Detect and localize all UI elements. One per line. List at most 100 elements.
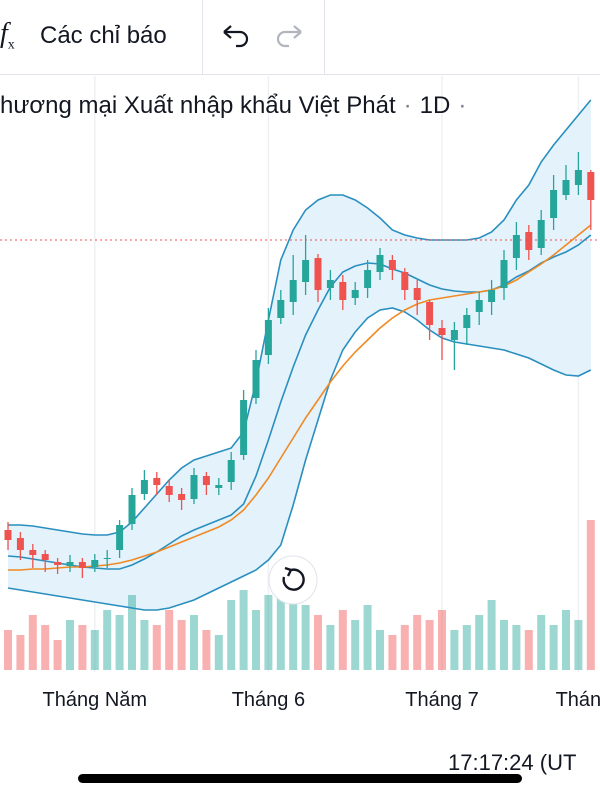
- symbol-title: hương mại Xuất nhập khẩu Việt Phát · 1D ·: [0, 92, 467, 119]
- fx-icon[interactable]: fx: [0, 18, 15, 53]
- candle-body: [302, 260, 310, 282]
- volume-bar: [4, 630, 12, 670]
- candle-body: [16, 538, 24, 550]
- candle-body: [190, 475, 198, 499]
- candle-body: [450, 330, 458, 340]
- volume-bar: [425, 620, 434, 670]
- toolbar: fx Các chỉ báo: [0, 0, 600, 75]
- volume-bar: [450, 630, 459, 670]
- candle-body: [587, 172, 595, 200]
- candle-body: [29, 550, 37, 555]
- indicators-button[interactable]: Các chỉ báo: [40, 22, 167, 49]
- candle-body: [413, 288, 421, 300]
- x-tick-label: Tháng Năm: [43, 689, 148, 711]
- volume-bar: [289, 600, 298, 670]
- volume-bar: [475, 615, 484, 670]
- indicator-line: [8, 99, 592, 536]
- reset-icon: [282, 566, 305, 591]
- volume-bar: [500, 620, 508, 670]
- candle-body: [128, 495, 136, 524]
- volume-bar: [326, 625, 335, 670]
- volume-bar: [400, 625, 409, 670]
- candle-body: [401, 272, 409, 290]
- volume-bar: [190, 615, 198, 670]
- candle-body: [215, 485, 223, 488]
- candle-body: [153, 478, 161, 485]
- volume-bar: [140, 620, 149, 670]
- volume-bar: [78, 625, 87, 670]
- candle-body: [165, 486, 173, 495]
- volume-bar: [351, 620, 360, 670]
- volume-bar: [524, 630, 533, 670]
- volume-bar: [376, 630, 384, 670]
- candle-body: [550, 190, 558, 218]
- x-tick-label: Tháng 6: [232, 689, 305, 711]
- volume-bar: [338, 610, 347, 670]
- volume-bar: [28, 615, 37, 670]
- volume-bar: [363, 605, 372, 670]
- volume-bar: [301, 605, 310, 670]
- volume-bar: [214, 635, 223, 670]
- candle-body: [264, 320, 272, 355]
- divider: [324, 0, 325, 74]
- candle-body: [202, 476, 210, 485]
- redo-button[interactable]: [275, 22, 305, 52]
- volume-bar: [574, 620, 583, 670]
- candle-body: [54, 562, 62, 565]
- candle-body: [475, 300, 483, 312]
- candle-body: [376, 255, 384, 272]
- volume-bar: [512, 625, 521, 670]
- candle-body: [500, 260, 508, 288]
- candle-body: [364, 270, 372, 288]
- volume-bar: [90, 630, 99, 670]
- candle-body: [351, 290, 359, 298]
- volume-bar: [66, 620, 74, 670]
- candle-body: [426, 302, 434, 325]
- candle-body: [314, 258, 322, 290]
- volume-bar: [239, 590, 248, 670]
- band-fill: [8, 100, 591, 610]
- chart: Tháng Năm Tháng 6 Tháng 7 Thán: [0, 76, 600, 711]
- candle-body: [103, 558, 111, 559]
- volume-bar: [276, 585, 285, 670]
- reset-button[interactable]: [268, 555, 318, 605]
- candle-body: [178, 494, 186, 500]
- candle-body: [140, 480, 148, 494]
- clock: 17:17:24 (UT: [448, 750, 577, 775]
- candle-body: [4, 530, 12, 540]
- volume-bar: [165, 610, 174, 670]
- candle-body: [488, 290, 496, 302]
- home-indicator: [78, 774, 522, 783]
- volume-bar: [177, 620, 186, 670]
- candle-body: [326, 280, 334, 288]
- volume-bar: [438, 610, 446, 670]
- volume-bar: [537, 615, 546, 670]
- volume-bar: [388, 635, 397, 670]
- x-tick-label: Thán: [556, 689, 600, 711]
- volume-bar: [462, 625, 471, 670]
- candle-body: [91, 560, 99, 567]
- candle-body: [41, 554, 49, 560]
- candle-body: [537, 220, 545, 248]
- candle-body: [574, 170, 582, 185]
- volume-bar: [41, 625, 50, 670]
- volume-bar: [227, 600, 236, 670]
- volume-bar: [128, 595, 136, 670]
- candle-body: [562, 180, 570, 195]
- candle-body: [512, 235, 520, 258]
- x-tick-label: Tháng 7: [405, 689, 478, 711]
- volume-bar: [16, 635, 25, 670]
- candle-body: [388, 260, 396, 270]
- volume-bar: [202, 630, 211, 670]
- candle-body: [227, 460, 235, 482]
- volume-bar: [103, 610, 112, 670]
- interval: 1D: [419, 92, 451, 119]
- candle-body: [78, 562, 86, 568]
- candle-body: [289, 280, 297, 302]
- candle-body: [525, 232, 533, 250]
- undo-button[interactable]: [220, 22, 250, 52]
- volume-bar: [487, 600, 496, 670]
- candle-body: [463, 315, 471, 328]
- indicator-line: [7, 307, 592, 611]
